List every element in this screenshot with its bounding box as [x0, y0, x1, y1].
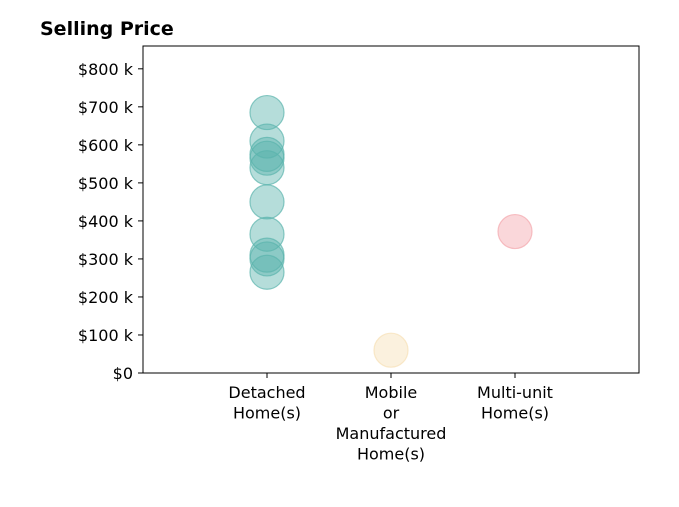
y-tick-label-0: $0 [113, 364, 133, 383]
x-tick-label-line-2-1: Home(s) [481, 404, 549, 423]
data-point-0-5 [249, 184, 285, 220]
plot-frame [142, 45, 640, 374]
data-point-0-3 [249, 140, 285, 176]
y-tick-label-5: $500 k [78, 174, 134, 193]
x-tick-label-line-1-2: Manufactured [336, 424, 447, 443]
y-tick-label-2: $200 k [78, 288, 134, 307]
data-point-1-0 [373, 332, 409, 368]
data-point-2-0 [497, 213, 533, 250]
y-tick-label-1: $100 k [78, 326, 134, 345]
x-tick-label-line-1-0: Mobile [365, 383, 417, 402]
data-point-0-8 [249, 241, 285, 277]
y-tick-label-6: $600 k [78, 136, 134, 155]
x-tick-label-0: Detached Home(s) [228, 383, 305, 423]
x-tick-label-line-2-0: Multi-unit [477, 383, 553, 402]
chart-title: Selling Price [40, 18, 174, 40]
x-tick-label-2: Multi-unit Home(s) [477, 383, 553, 423]
y-tick-label-3: $300 k [78, 250, 134, 269]
axis-layer: $0 $100 k $200 k $300 k $400 k $500 k $600 k $7… [78, 45, 640, 464]
data-point-0-9 [249, 254, 285, 290]
data-point-0-4 [249, 150, 285, 186]
plot-layer [249, 94, 533, 368]
y-tick-label-4: $400 k [78, 212, 134, 231]
data-point-0-6 [249, 216, 285, 252]
data-point-0-0 [249, 94, 285, 131]
x-tick-label-1: Mobile or Manufactured Home(s) [336, 383, 447, 464]
y-tick-label-8: $800 k [78, 60, 134, 79]
x-tick-label-line-1-1: or [383, 404, 400, 423]
x-tick-label-line-0-1: Home(s) [233, 404, 301, 423]
x-tick-label-line-0-0: Detached [228, 383, 305, 402]
x-tick-label-line-1-3: Home(s) [357, 445, 425, 464]
y-tick-label-7: $700 k [78, 98, 134, 117]
